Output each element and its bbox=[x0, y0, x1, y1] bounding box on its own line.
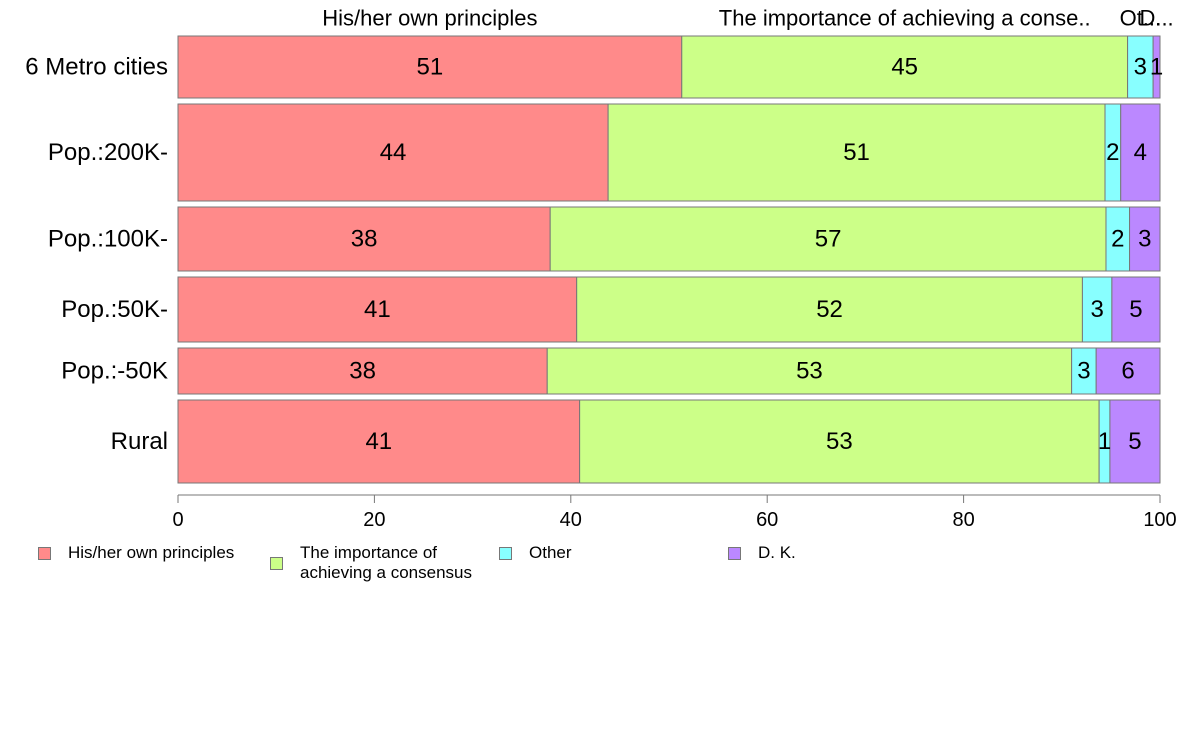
x-axis: 0 20 40 60 80 100 bbox=[172, 494, 1177, 531]
x-tick-label-60: 60 bbox=[756, 509, 778, 531]
legend-swatch-dk bbox=[728, 546, 741, 560]
bar-6-metro-cities-series-0 bbox=[177, 35, 683, 99]
data-label-pop-100k-series-1: 57 bbox=[815, 226, 842, 253]
category-label-pop-50k: Pop.:50K- bbox=[61, 296, 168, 323]
data-label-pop-50k-series-3: 6 bbox=[1121, 358, 1134, 385]
top-labels-group: His/her own principles The importance of … bbox=[322, 6, 1173, 31]
x-tick-label-100: 100 bbox=[1143, 509, 1176, 531]
top-label-series-2: Ot... bbox=[1120, 6, 1162, 31]
category-label-pop-200k: Pop.:200K- bbox=[48, 139, 168, 166]
legend-label-principles: His/her own principles bbox=[68, 543, 235, 562]
data-label-pop-50k-series-0: 41 bbox=[364, 296, 391, 323]
bar-pop-100k-series-0 bbox=[177, 206, 551, 272]
legend-label-dk: D. K. bbox=[758, 543, 796, 562]
legend-item-other: Other bbox=[499, 543, 572, 563]
top-label-series-1: The importance of achieving a conse.. bbox=[719, 6, 1091, 31]
bar-rural-series-3 bbox=[1109, 399, 1161, 484]
bar-pop-50k-series-2 bbox=[1071, 347, 1097, 395]
legend-swatch-principles bbox=[38, 546, 51, 560]
data-label-pop-100k-series-2: 2 bbox=[1111, 226, 1124, 253]
legend-swatch-consensus bbox=[270, 556, 283, 570]
bar-6-metro-cities-series-2 bbox=[1127, 35, 1154, 99]
data-label-rural-series-0: 41 bbox=[365, 428, 392, 455]
stacked-bar-chart: 51 45 3 144 51 2 438 57 2 341 52 3 538 53 3 641 53 1 5 6 M… bbox=[25, 6, 1177, 532]
data-label-pop-50k-series-1: 53 bbox=[796, 358, 823, 385]
category-label-pop-50k: Pop.:-50K bbox=[61, 358, 168, 385]
bar-pop-50k-series-0 bbox=[177, 276, 578, 343]
legend: His/her own principles The importance of… bbox=[38, 543, 1138, 593]
bar-pop-50k-series-3 bbox=[1111, 276, 1161, 343]
top-label-series-0: His/her own principles bbox=[322, 6, 537, 31]
data-label-6-metro-cities-series-1: 45 bbox=[891, 54, 918, 81]
x-tick-label-40: 40 bbox=[560, 509, 582, 531]
data-label-pop-200k-series-2: 2 bbox=[1106, 139, 1119, 166]
data-label-rural-series-2: 1 bbox=[1098, 428, 1111, 455]
data-label-6-metro-cities-series-0: 51 bbox=[417, 54, 444, 81]
bar-rural-series-1 bbox=[579, 399, 1100, 484]
top-label-series-3: D... bbox=[1139, 6, 1173, 31]
legend-item-consensus: The importance of achieving a consensus bbox=[270, 543, 472, 583]
data-labels-group: 51 45 3 144 51 2 438 57 2 341 52 3 538 53 3 641 53 1 5 bbox=[349, 54, 1163, 456]
legend-swatch-other bbox=[499, 546, 512, 560]
category-label-6-metro-cities: 6 Metro cities bbox=[25, 54, 168, 81]
data-label-6-metro-cities-series-2: 3 bbox=[1134, 54, 1147, 81]
legend-label-other: Other bbox=[529, 543, 572, 562]
bar-pop-50k-series-0 bbox=[177, 347, 548, 395]
bar-pop-100k-series-3 bbox=[1129, 206, 1161, 272]
bar-pop-50k-series-2 bbox=[1081, 276, 1113, 343]
legend-item-dk: D. K. bbox=[728, 543, 796, 563]
data-label-pop-200k-series-1: 51 bbox=[843, 139, 870, 166]
bar-pop-200k-series-1 bbox=[607, 103, 1106, 202]
x-tick-label-20: 20 bbox=[363, 509, 385, 531]
bar-pop-50k-series-1 bbox=[576, 276, 1083, 343]
data-label-6-metro-cities-series-3: 1 bbox=[1150, 54, 1163, 81]
bar-rural-series-0 bbox=[177, 399, 581, 484]
bar-6-metro-cities-series-3 bbox=[1152, 35, 1161, 99]
x-tick-label-80: 80 bbox=[952, 509, 974, 531]
bar-pop-200k-series-3 bbox=[1120, 103, 1161, 202]
legend-item-principles: His/her own principles bbox=[38, 543, 234, 563]
bar-pop-100k-series-1 bbox=[549, 206, 1107, 272]
data-label-pop-200k-series-0: 44 bbox=[380, 139, 407, 166]
category-label-rural: Rural bbox=[111, 428, 168, 455]
data-label-pop-100k-series-3: 3 bbox=[1138, 226, 1151, 253]
bars-group bbox=[177, 35, 1161, 484]
data-label-pop-50k-series-1: 52 bbox=[816, 296, 843, 323]
data-label-rural-series-3: 5 bbox=[1128, 428, 1141, 455]
data-label-pop-50k-series-3: 5 bbox=[1129, 296, 1142, 323]
legend-label-consensus: The importance of achieving a consensus bbox=[300, 543, 473, 582]
x-tick-label-0: 0 bbox=[172, 509, 183, 531]
bar-pop-200k-series-0 bbox=[177, 103, 609, 202]
data-label-pop-50k-series-2: 3 bbox=[1090, 296, 1103, 323]
bar-6-metro-cities-series-1 bbox=[681, 35, 1129, 99]
data-label-rural-series-1: 53 bbox=[826, 428, 853, 455]
data-label-pop-50k-series-2: 3 bbox=[1077, 358, 1090, 385]
category-label-pop-100k: Pop.:100K- bbox=[48, 226, 168, 253]
bar-pop-50k-series-3 bbox=[1095, 347, 1161, 395]
data-label-pop-100k-series-0: 38 bbox=[351, 226, 378, 253]
category-labels-group: 6 Metro cities Pop.:200K- Pop.:100K- Pop.:5… bbox=[25, 54, 168, 456]
data-label-pop-200k-series-3: 4 bbox=[1134, 139, 1147, 166]
bar-pop-50k-series-1 bbox=[546, 347, 1073, 395]
data-label-pop-50k-series-0: 38 bbox=[349, 358, 376, 385]
